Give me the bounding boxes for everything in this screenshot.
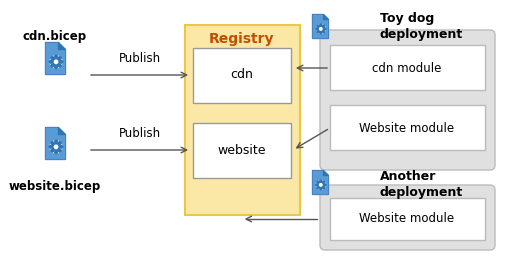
Circle shape (322, 25, 324, 27)
Bar (185, 25, 300, 215)
Text: Publish: Publish (119, 52, 161, 65)
Polygon shape (58, 42, 65, 49)
Circle shape (60, 146, 63, 148)
Circle shape (54, 145, 58, 149)
Circle shape (60, 61, 63, 63)
Circle shape (51, 149, 54, 152)
Circle shape (49, 146, 52, 148)
Circle shape (51, 64, 54, 67)
Circle shape (55, 151, 57, 154)
Circle shape (58, 57, 61, 59)
Text: website: website (218, 143, 266, 157)
Circle shape (317, 187, 319, 189)
Circle shape (50, 56, 62, 68)
Circle shape (316, 24, 325, 34)
Polygon shape (322, 170, 328, 175)
Text: Website module: Website module (359, 213, 455, 225)
FancyBboxPatch shape (320, 185, 495, 250)
Bar (193, 123, 291, 178)
Circle shape (320, 188, 322, 190)
Polygon shape (312, 14, 328, 38)
Circle shape (322, 187, 324, 189)
Circle shape (316, 184, 318, 186)
Circle shape (58, 64, 61, 67)
Circle shape (50, 141, 62, 153)
Polygon shape (45, 42, 65, 74)
Circle shape (324, 28, 326, 30)
Polygon shape (45, 127, 65, 159)
Circle shape (320, 24, 322, 26)
Polygon shape (312, 170, 328, 194)
Circle shape (322, 181, 324, 183)
Text: cdn module: cdn module (372, 61, 442, 75)
Text: Publish: Publish (119, 127, 161, 140)
Circle shape (319, 184, 322, 186)
Circle shape (51, 57, 54, 59)
Circle shape (316, 28, 318, 30)
Circle shape (319, 28, 322, 30)
Circle shape (55, 66, 57, 69)
Text: Registry: Registry (209, 32, 275, 46)
Circle shape (318, 182, 323, 188)
Bar (193, 48, 291, 103)
FancyBboxPatch shape (320, 30, 495, 170)
Circle shape (317, 25, 319, 27)
Circle shape (322, 31, 324, 33)
Circle shape (52, 58, 60, 66)
Circle shape (317, 31, 319, 33)
Text: Website module: Website module (359, 122, 455, 134)
Circle shape (317, 181, 319, 183)
Circle shape (58, 142, 61, 144)
Polygon shape (322, 14, 328, 19)
Circle shape (318, 26, 323, 32)
Circle shape (49, 61, 52, 63)
Circle shape (58, 149, 61, 152)
Circle shape (55, 55, 57, 58)
Circle shape (51, 142, 54, 144)
Text: cdn: cdn (231, 69, 254, 82)
Circle shape (316, 180, 325, 189)
Circle shape (324, 184, 326, 186)
Polygon shape (58, 127, 65, 134)
Circle shape (320, 180, 322, 182)
Text: Another
deployment: Another deployment (380, 170, 463, 199)
Bar (330, 198, 485, 240)
Text: website.bicep: website.bicep (9, 180, 101, 193)
Bar (330, 105, 485, 150)
Circle shape (55, 140, 57, 143)
Circle shape (54, 60, 58, 63)
Text: cdn.bicep: cdn.bicep (23, 30, 87, 43)
Circle shape (52, 143, 60, 151)
Bar (330, 45, 485, 90)
Circle shape (320, 32, 322, 34)
Text: Toy dog
deployment: Toy dog deployment (380, 12, 463, 41)
